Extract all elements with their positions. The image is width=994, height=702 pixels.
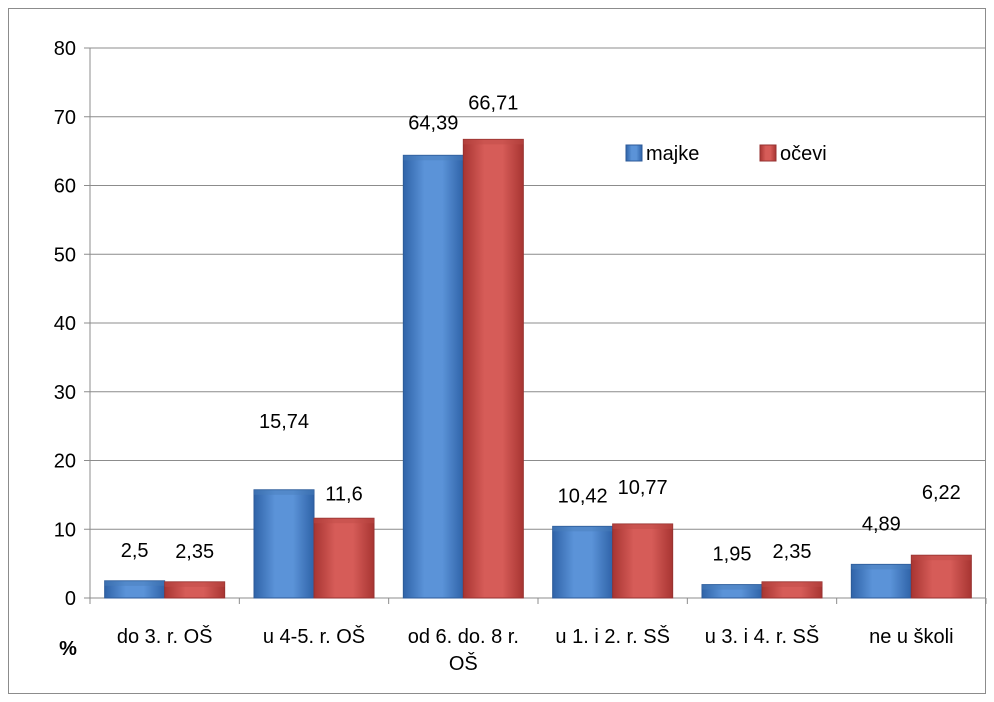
data-label: 6,22 (922, 482, 961, 504)
y-tick-label: 0 (65, 588, 76, 610)
bar-highlight (105, 581, 165, 586)
legend-label-majke: majke (646, 143, 699, 165)
x-tick-label: u 3. i 4. r. SŠ (705, 625, 820, 648)
bar-highlight (314, 518, 374, 523)
legend-swatch-majke (626, 145, 642, 161)
data-label: 66,71 (468, 92, 518, 114)
x-tick-label: OŠ (449, 652, 478, 675)
bar-highlight (613, 524, 673, 529)
y-tick-label: 20 (54, 451, 76, 473)
bar-majke-2 (403, 155, 463, 598)
y-tick-label: 30 (54, 382, 76, 404)
bar-majke-1 (254, 490, 314, 598)
bar-očevi-5 (911, 555, 971, 598)
bar-highlight (762, 582, 822, 587)
x-tick-label: ne u školi (869, 626, 954, 648)
bar-majke-5 (851, 564, 911, 598)
data-label: 1,95 (713, 544, 752, 566)
y-tick-label: 60 (54, 176, 76, 198)
data-label: 2,35 (175, 541, 214, 563)
y-tick-label: 10 (54, 519, 76, 541)
bar-highlight (403, 155, 463, 160)
y-tick-label: 50 (54, 244, 76, 266)
x-tick-label: od 6. do. 8 r. (408, 626, 519, 648)
bar-majke-3 (553, 526, 613, 598)
x-tick-label: u 1. i 2. r. SŠ (555, 625, 670, 648)
y-axis-title: % (59, 638, 77, 660)
bar-highlight (702, 585, 762, 590)
bar-highlight (851, 564, 911, 569)
data-label: 15,74 (259, 411, 309, 433)
data-label: 10,42 (558, 485, 608, 507)
bar-highlight (254, 490, 314, 495)
bar-highlight (553, 526, 613, 531)
bar-očevi-2 (463, 139, 523, 598)
bar-highlight (911, 555, 971, 560)
y-tick-label: 80 (54, 38, 76, 60)
bar-highlight (165, 582, 225, 587)
legend-label-očevi: očevi (780, 143, 827, 165)
y-tick-label: 70 (54, 107, 76, 129)
y-tick-label: 40 (54, 313, 76, 335)
legend-swatch-očevi (760, 145, 776, 161)
bar-očevi-1 (314, 518, 374, 598)
data-label: 10,77 (618, 477, 668, 499)
x-tick-label: do 3. r. OŠ (117, 625, 213, 648)
data-label: 4,89 (862, 513, 901, 535)
x-tick-label: u 4-5. r. OŠ (263, 625, 365, 648)
data-label: 11,6 (325, 483, 362, 505)
bar-očevi-3 (613, 524, 673, 598)
data-label: 64,39 (408, 112, 458, 134)
data-label: 2,35 (773, 541, 812, 563)
data-label: 2,5 (121, 540, 149, 562)
bar-highlight (463, 139, 523, 144)
